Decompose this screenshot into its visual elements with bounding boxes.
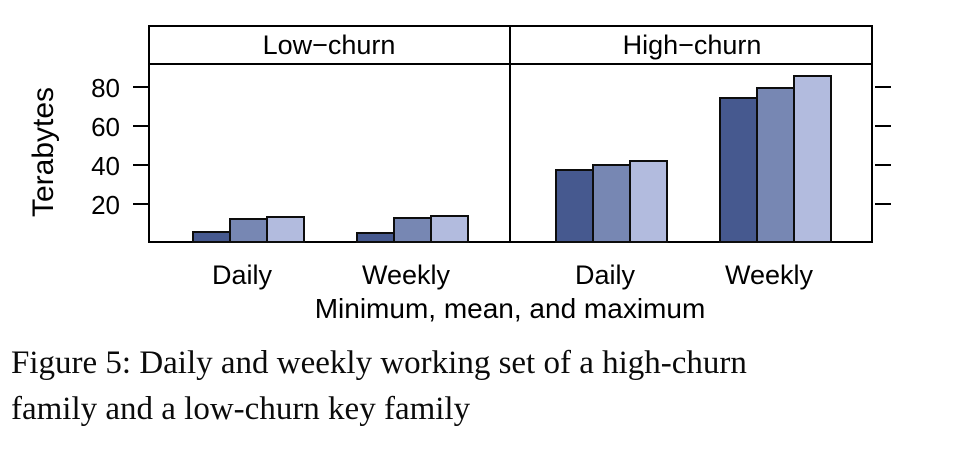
y-tick-label: 20: [91, 189, 120, 220]
bar-mean: [229, 218, 268, 243]
y-tick-mark-left: [133, 202, 148, 205]
y-tick-mark-left: [133, 85, 148, 88]
y-tick-mark-right: [875, 85, 891, 88]
y-tick-mark-left: [133, 163, 148, 166]
strip-label-low-churn: Low−churn: [262, 30, 396, 60]
bar-minimum: [719, 97, 758, 243]
bar-maximum: [793, 75, 832, 243]
bar-mean: [592, 164, 631, 243]
bar-minimum: [192, 231, 231, 243]
bar-minimum: [356, 232, 395, 243]
y-tick-mark-right: [875, 163, 891, 166]
bar-mean: [756, 87, 795, 243]
y-tick-label: 80: [91, 72, 120, 103]
strip-label-high-churn: High−churn: [622, 30, 762, 60]
figure-caption: Figure 5: Daily and weekly working set o…: [11, 340, 967, 432]
bar-maximum: [629, 160, 668, 243]
x-axis-label: Minimum, mean, and maximum: [314, 293, 706, 324]
x-category-label: Weekly: [724, 260, 814, 290]
bar-minimum: [555, 169, 594, 243]
bar-maximum: [266, 216, 305, 243]
x-category-label: Daily: [574, 260, 636, 290]
figure-caption-line-2: family and a low-churn key family: [11, 391, 471, 427]
figure-caption-line-1: Figure 5: Daily and weekly working set o…: [11, 345, 747, 381]
y-tick-label: 40: [91, 150, 120, 181]
y-tick-mark-right: [875, 124, 891, 127]
x-category-label: Daily: [211, 260, 273, 290]
y-tick-label: 60: [91, 111, 120, 142]
panel-divider-line: [509, 25, 511, 243]
y-tick-mark-left: [133, 124, 148, 127]
y-tick-mark-right: [875, 202, 891, 205]
bar-maximum: [430, 215, 469, 243]
bar-mean: [393, 217, 432, 243]
x-category-label: Weekly: [361, 260, 451, 290]
